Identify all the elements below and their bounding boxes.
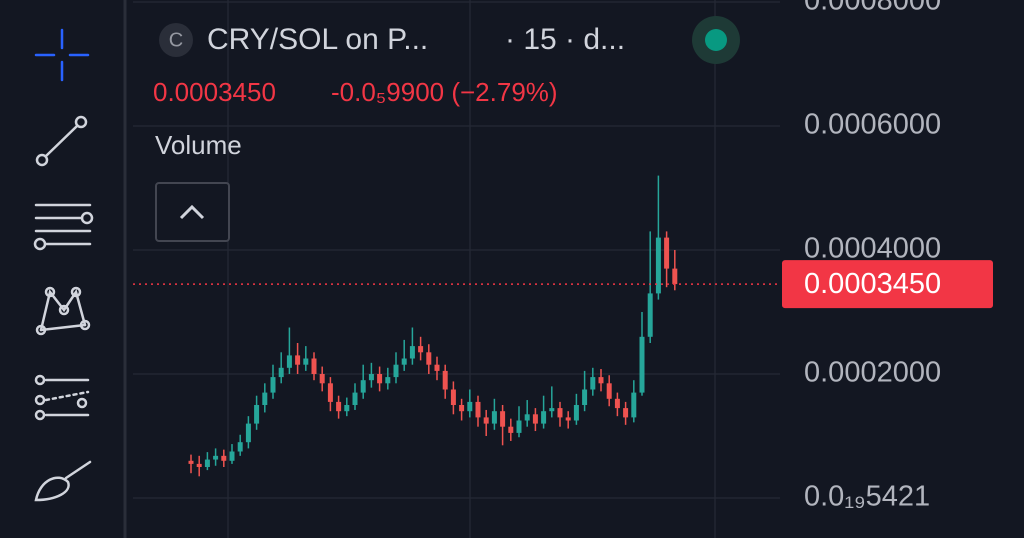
y-tick-label: 0.0008000 (804, 0, 941, 17)
candle-body (434, 364, 440, 371)
candle-body (516, 420, 522, 433)
candle-body (582, 389, 588, 405)
status-dot (705, 29, 727, 51)
candle-body (442, 370, 448, 390)
candle-body (213, 455, 219, 460)
candle-body (606, 383, 612, 399)
crosshair-tool[interactable] (34, 28, 90, 82)
y-tick-label: 0.0004000 (804, 233, 941, 265)
brush-tool[interactable] (34, 460, 92, 502)
candle-body (254, 405, 260, 424)
candle-body (631, 392, 637, 418)
candle-body (500, 411, 506, 427)
candle-body (639, 336, 645, 393)
candle-body (541, 411, 547, 424)
symbol-icon-letter: C (169, 29, 183, 51)
candle-body (327, 383, 333, 402)
candle-body (245, 423, 251, 443)
indicator-name: Volume (155, 130, 242, 160)
symbol-icon (159, 23, 193, 57)
candle-body (450, 389, 456, 405)
price-change: -0.0₅9900 (−2.79%) (331, 77, 558, 107)
prediction-tool[interactable] (34, 374, 90, 421)
candle-body (319, 374, 325, 384)
candle-body (336, 401, 342, 412)
candle-body (418, 346, 424, 353)
candle-body (459, 405, 465, 412)
candle-body (360, 380, 366, 393)
candle-body (655, 237, 661, 294)
chevron-up (179, 204, 205, 220)
price-axis: 0.0₁₉5421 0.0002000 0.0004000 0.0006000 0.00… (782, 0, 993, 513)
collapse-button[interactable] (155, 182, 230, 242)
last-price-label: 0.0003450 (804, 268, 941, 300)
candle-body (204, 459, 210, 467)
candle-body (672, 268, 678, 285)
candle-body (647, 293, 653, 337)
candle-body (467, 401, 473, 412)
candle-body (286, 355, 292, 368)
candle-body (393, 364, 399, 378)
interval[interactable]: · 15 · d... (505, 23, 625, 56)
candle-body (262, 392, 268, 405)
grid (133, 0, 780, 538)
candle-body (549, 408, 555, 412)
y-tick-label: 0.0002000 (804, 357, 941, 389)
candle-body (614, 398, 620, 409)
candle-body (475, 401, 481, 418)
candle-body (508, 426, 514, 433)
candle-body (368, 374, 374, 381)
candle-body (557, 408, 563, 418)
candle-body (385, 377, 391, 384)
last-price: 0.0003450 (153, 77, 276, 107)
candle-body (352, 392, 358, 405)
candle-body (426, 352, 432, 365)
fib-tool[interactable] (33, 203, 94, 251)
candle-body (188, 460, 194, 464)
candle-body (278, 367, 284, 378)
candle-body (196, 463, 202, 467)
y-tick-label: 0.0₁₉5421 (804, 481, 930, 513)
candle-body (573, 405, 579, 421)
plot (133, 175, 780, 477)
candle-body (229, 451, 235, 461)
y-tick-label: 0.0006000 (804, 109, 941, 141)
candle-body (565, 417, 571, 421)
candle-body (598, 377, 604, 384)
candle-body (524, 414, 530, 421)
candle-body (344, 405, 350, 412)
candle-body (377, 374, 383, 384)
candle-body (303, 358, 309, 365)
candle-body (532, 414, 538, 424)
trendline-tool[interactable] (35, 115, 88, 167)
candle-body (270, 377, 276, 393)
candle-body (295, 355, 301, 365)
candle-body (221, 455, 227, 461)
candle-body (401, 358, 407, 365)
candle-body (311, 358, 317, 374)
pattern-tool[interactable] (35, 286, 91, 336)
candle-body (491, 411, 497, 424)
candle-body (590, 377, 596, 390)
candle-body (483, 417, 489, 424)
candle-body (623, 408, 629, 418)
symbol-name[interactable]: CRY/SOL on P... (207, 23, 428, 56)
last-price-tag (782, 260, 993, 309)
toolbar (33, 28, 94, 502)
candle-body (664, 237, 670, 269)
candle-body (409, 346, 415, 359)
candle-body (237, 442, 243, 452)
